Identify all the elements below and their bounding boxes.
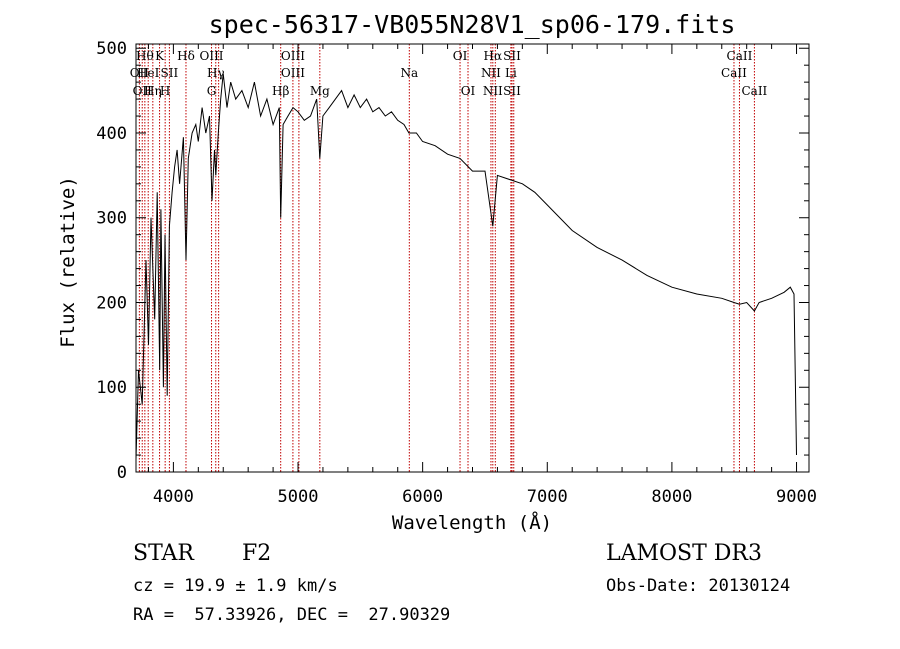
obs-date: Obs-Date: 20130124 bbox=[606, 576, 790, 596]
line-label: Hδ bbox=[177, 49, 195, 63]
y-tick-label: 400 bbox=[96, 124, 127, 144]
line-label: NII bbox=[481, 66, 501, 80]
x-tick-label: 9000 bbox=[776, 487, 817, 507]
spectral-line-labels: OII OII Hθ HeI Hη K H SII Hδ OIII G Hγ Hβ OIII OIII Mg N… bbox=[130, 49, 768, 98]
line-label: SII bbox=[503, 84, 521, 98]
plot-frame bbox=[135, 43, 810, 473]
line-label: Hα bbox=[484, 49, 503, 63]
x-tick-label: 7000 bbox=[527, 487, 568, 507]
y-tick-label: 200 bbox=[96, 293, 127, 313]
line-label: CaII bbox=[721, 66, 747, 80]
line-label: OIII bbox=[281, 66, 305, 80]
line-label: OIII bbox=[199, 49, 223, 63]
coordinates: RA = 57.33926, DEC = 27.90329 bbox=[133, 605, 450, 625]
line-label: CaII bbox=[741, 84, 767, 98]
line-label: G bbox=[207, 84, 217, 98]
y-tick-label: 500 bbox=[96, 39, 127, 59]
line-label: OII bbox=[130, 66, 150, 80]
line-label: Li bbox=[505, 66, 517, 80]
x-tick-label: 8000 bbox=[651, 487, 692, 507]
line-label: Mg bbox=[310, 84, 330, 98]
line-label: SII bbox=[503, 49, 521, 63]
spectral-line-markers bbox=[138, 44, 755, 472]
line-label: OIII bbox=[281, 49, 305, 63]
line-label: OI bbox=[461, 84, 476, 98]
line-label: NII bbox=[483, 84, 503, 98]
x-axis-label: Wavelength (Å) bbox=[392, 511, 552, 534]
line-label: CaII bbox=[727, 49, 753, 63]
survey-name: LAMOST DR3 bbox=[606, 541, 762, 566]
line-label: SII bbox=[161, 66, 179, 80]
object-class: STAR bbox=[133, 541, 195, 566]
line-label: OI bbox=[453, 49, 468, 63]
line-label: H bbox=[160, 84, 170, 98]
y-tick-label: 100 bbox=[96, 378, 127, 398]
spectrum-line bbox=[135, 73, 797, 460]
redshift-readout: cz = 19.9 ± 1.9 km/s bbox=[133, 576, 338, 596]
line-label: Hγ bbox=[207, 66, 225, 80]
chart-title: spec-56317-VB055N28V1_sp06-179.fits bbox=[209, 10, 736, 39]
x-tick-label: 4000 bbox=[153, 487, 194, 507]
line-label: OII bbox=[133, 84, 153, 98]
x-tick-label: 5000 bbox=[278, 487, 319, 507]
x-tick-label: 6000 bbox=[402, 487, 443, 507]
line-label: Na bbox=[400, 66, 418, 80]
y-axis-ticks: 0 100 200 300 400 500 bbox=[96, 39, 809, 483]
y-tick-label: 300 bbox=[96, 209, 127, 229]
line-label: Hη bbox=[144, 84, 162, 98]
y-tick-label: 0 bbox=[117, 463, 127, 483]
x-axis-ticks: 4000 5000 6000 7000 8000 9000 bbox=[147, 44, 817, 507]
y-axis-label: Flux (relative) bbox=[57, 176, 79, 348]
line-label: Hθ bbox=[136, 49, 154, 63]
object-subclass: F2 bbox=[242, 541, 271, 566]
line-label: HeI bbox=[137, 66, 160, 80]
line-label: K bbox=[155, 49, 165, 63]
line-label: Hβ bbox=[272, 84, 289, 98]
